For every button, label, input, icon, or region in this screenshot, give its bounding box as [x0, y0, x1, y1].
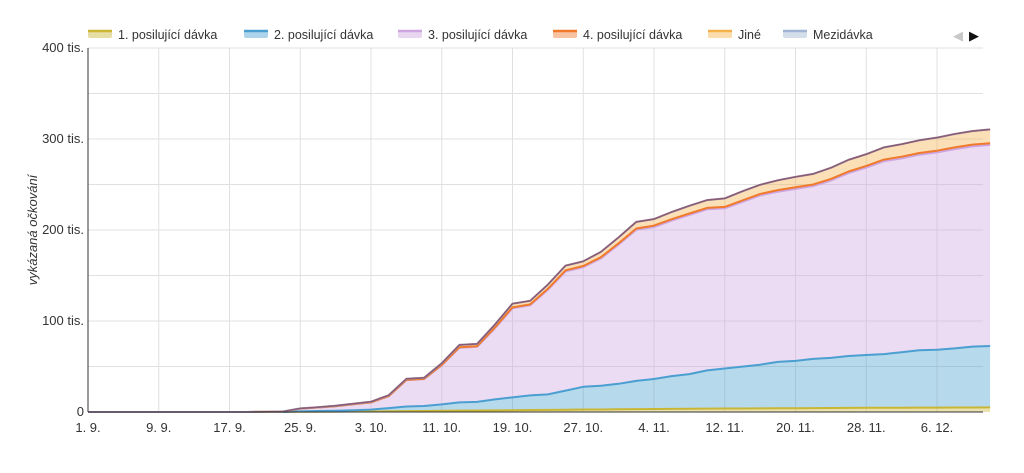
- area-series-2: [88, 346, 991, 412]
- legend-item[interactable]: Mezidávka: [783, 28, 873, 42]
- x-tick-label: 19. 10.: [493, 420, 533, 435]
- legend-next-arrow-icon[interactable]: ▶: [969, 29, 979, 44]
- x-tick-label: 27. 10.: [563, 420, 603, 435]
- legend-item[interactable]: 3. posilující dávka: [398, 28, 527, 42]
- x-tick-label: 4. 11.: [638, 420, 670, 435]
- x-tick-label: 6. 12.: [921, 420, 954, 435]
- x-tick-label: 3. 10.: [355, 420, 388, 435]
- y-axis-title: vykázaná očkování: [25, 173, 40, 285]
- y-tick-label: 0: [77, 404, 84, 419]
- legend-label: Jiné: [738, 28, 761, 42]
- legend-label: 3. posilující dávka: [428, 28, 527, 42]
- x-tick-label: 11. 10.: [422, 420, 461, 435]
- y-tick-label: 200 tis.: [42, 222, 84, 237]
- x-tick-label: 25. 9.: [284, 420, 317, 435]
- x-tick-label: 12. 11.: [705, 420, 744, 435]
- x-tick-label: 17. 9.: [213, 420, 246, 435]
- y-tick-label: 300 tis.: [42, 131, 84, 146]
- legend-label: 1. posilující dávka: [118, 28, 217, 42]
- legend-item[interactable]: 1. posilující dávka: [88, 28, 217, 42]
- x-tick-labels: 1. 9. 9. 9. 17. 9. 25. 9. 3. 10. 11. 10. 19. 1…: [75, 420, 953, 435]
- legend-nav: ◀ ▶: [953, 29, 979, 44]
- y-tick-label: 400 tis.: [42, 40, 84, 55]
- area-series-3: [88, 144, 991, 412]
- x-tick-label: 1. 9.: [75, 420, 100, 435]
- legend-item[interactable]: Jiné: [708, 28, 761, 42]
- grid: [87, 47, 983, 412]
- x-tick-label: 9. 9.: [146, 420, 171, 435]
- legend-item[interactable]: 2. posilující dávka: [244, 28, 373, 42]
- x-tick-label: 20. 11.: [776, 420, 815, 435]
- legend-label: 2. posilující dávka: [274, 28, 373, 42]
- y-tick-labels: 0 100 tis. 200 tis. 300 tis. 400 tis.: [42, 40, 84, 419]
- y-tick-label: 100 tis.: [42, 313, 84, 328]
- legend-label: 4. posilující dávka: [583, 28, 682, 42]
- legend-prev-arrow-icon[interactable]: ◀: [953, 29, 963, 44]
- x-tick-label: 28. 11.: [847, 420, 886, 435]
- legend-item[interactable]: 4. posilující dávka: [553, 28, 682, 42]
- legend-label: Mezidávka: [813, 28, 873, 42]
- axes: [87, 48, 983, 413]
- line-total: [88, 128, 991, 413]
- legend: 1. posilující dávka 2. posilující dávka 3.…: [88, 28, 873, 42]
